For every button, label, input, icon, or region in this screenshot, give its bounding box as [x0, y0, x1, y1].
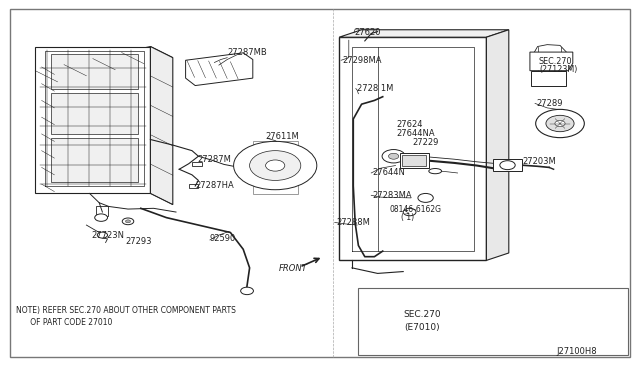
- Polygon shape: [186, 53, 253, 86]
- Circle shape: [555, 121, 565, 126]
- Text: 27644N: 27644N: [372, 169, 405, 177]
- Text: ( 1): ( 1): [401, 213, 414, 222]
- Polygon shape: [96, 206, 108, 216]
- Polygon shape: [400, 153, 429, 168]
- Polygon shape: [486, 30, 509, 260]
- Text: 27644NA: 27644NA: [397, 129, 435, 138]
- Text: 08146-6162G: 08146-6162G: [389, 205, 441, 214]
- Text: 27289: 27289: [536, 99, 563, 108]
- Text: 27298MA: 27298MA: [342, 56, 382, 65]
- Text: J27100H8: J27100H8: [557, 347, 597, 356]
- Polygon shape: [402, 155, 426, 166]
- Circle shape: [250, 151, 301, 180]
- Polygon shape: [493, 159, 522, 171]
- Text: 27203M: 27203M: [522, 157, 556, 166]
- Polygon shape: [192, 162, 202, 166]
- Circle shape: [546, 115, 574, 132]
- Text: 2728 1M: 2728 1M: [357, 84, 394, 93]
- Text: 27287HA: 27287HA: [195, 181, 234, 190]
- Polygon shape: [189, 184, 198, 188]
- Polygon shape: [530, 52, 573, 71]
- Text: SEC.270: SEC.270: [404, 310, 441, 319]
- Text: 27611M: 27611M: [266, 132, 300, 141]
- Circle shape: [536, 109, 584, 138]
- Text: 27283MA: 27283MA: [372, 191, 412, 200]
- Text: NOTE) REFER SEC.270 ABOUT OTHER COMPONENT PARTS: NOTE) REFER SEC.270 ABOUT OTHER COMPONEN…: [16, 306, 236, 315]
- Polygon shape: [35, 46, 150, 193]
- Text: 27288M: 27288M: [336, 218, 370, 227]
- Polygon shape: [35, 46, 173, 82]
- Polygon shape: [339, 37, 486, 260]
- Circle shape: [125, 220, 131, 223]
- Circle shape: [382, 150, 405, 163]
- Text: 27229: 27229: [412, 138, 438, 147]
- Circle shape: [403, 208, 416, 216]
- Ellipse shape: [429, 169, 442, 174]
- Polygon shape: [51, 138, 138, 182]
- Text: 92590: 92590: [210, 234, 236, 243]
- Circle shape: [234, 141, 317, 190]
- Text: FRONT: FRONT: [278, 264, 307, 273]
- Circle shape: [122, 218, 134, 225]
- Polygon shape: [51, 93, 138, 134]
- Text: S: S: [405, 209, 409, 215]
- Polygon shape: [51, 54, 138, 89]
- Polygon shape: [339, 30, 509, 37]
- Text: SEC.270: SEC.270: [539, 57, 572, 66]
- Text: 27624: 27624: [397, 120, 423, 129]
- Text: (E7010): (E7010): [404, 323, 440, 332]
- Text: OF PART CODE 27010: OF PART CODE 27010: [16, 318, 113, 327]
- Circle shape: [388, 153, 399, 159]
- Circle shape: [418, 193, 433, 202]
- Bar: [358, 288, 628, 355]
- Text: 27287M: 27287M: [197, 155, 231, 164]
- Polygon shape: [531, 71, 566, 86]
- Text: (27123M): (27123M): [539, 65, 577, 74]
- Circle shape: [95, 214, 108, 221]
- Text: 27287MB: 27287MB: [227, 48, 267, 57]
- Text: 27723N: 27723N: [92, 231, 125, 240]
- Circle shape: [97, 232, 108, 238]
- Circle shape: [241, 287, 253, 295]
- Circle shape: [500, 161, 515, 170]
- Circle shape: [266, 160, 285, 171]
- Text: 27293: 27293: [125, 237, 152, 246]
- Polygon shape: [253, 141, 298, 194]
- Text: 27620: 27620: [354, 28, 380, 37]
- Polygon shape: [150, 46, 173, 205]
